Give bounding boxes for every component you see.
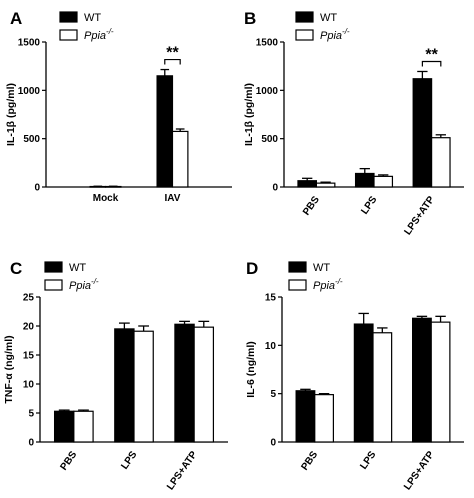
y-tick-label-d-2: 10 <box>265 341 277 352</box>
significance-bracket-a-0 <box>164 58 181 65</box>
bar-d-lps-ppia <box>372 332 393 443</box>
panel-letter-b: B <box>244 9 256 28</box>
legend-swatch-a-ppia <box>59 29 78 41</box>
legend-swatch-d-wt <box>288 261 307 273</box>
legend-label-b-wt: WT <box>320 12 337 24</box>
panel-c: C 0 5 10 15 20 25 TNF-α (ng/ml) PBS LPS LPS+ATP WT P… <box>3 259 228 492</box>
significance-label-a-0: ** <box>166 45 179 62</box>
y-tick-label-d-1: 5 <box>270 389 276 400</box>
y-tick-label-a-1: 500 <box>23 134 40 145</box>
bar-d-pbs-wt <box>295 390 316 443</box>
x-tick-label-a-iav: IAV <box>165 193 181 204</box>
y-tick-label-a-2: 1000 <box>18 86 41 97</box>
significance-bracket-b-0 <box>421 60 442 67</box>
panel-b: B 0 500 1000 1500 IL-1β (pg/ml) PBS LPS LPS+ATP *… <box>243 9 464 237</box>
y-tick-label-c-5: 25 <box>23 293 35 304</box>
y-tick-label-d-3: 15 <box>265 293 277 304</box>
x-tick-label-c-lps: LPS <box>119 449 139 472</box>
y-axis-label-d: IL-6 (ng/ml) <box>245 341 257 398</box>
panel-letter-a: A <box>10 9 22 28</box>
y-tick-label-b-1: 500 <box>261 134 278 145</box>
legend-swatch-b-wt <box>295 11 314 23</box>
y-tick-label-c-3: 15 <box>23 351 35 362</box>
legend-swatch-b-ppia <box>295 29 314 41</box>
legend-swatch-d-ppia <box>288 279 307 291</box>
x-tick-label-d-pbs: PBS <box>299 449 320 472</box>
legend-label-c-wt: WT <box>69 262 86 274</box>
bar-c-lps-wt <box>114 328 135 443</box>
y-tick-label-b-2: 1000 <box>256 86 279 97</box>
legend-swatch-c-wt <box>44 261 63 273</box>
bar-b-lps-ppia <box>373 175 394 188</box>
bar-a-mock-wt <box>89 185 107 188</box>
y-tick-label-c-0: 0 <box>28 438 34 449</box>
y-tick-label-b-0: 0 <box>272 183 278 194</box>
y-tick-label-c-4: 20 <box>23 322 35 333</box>
significance-label-b-0: ** <box>425 46 438 63</box>
y-tick-label-d-0: 0 <box>270 438 276 449</box>
legend-label-d-ppia: Ppia-/- <box>313 277 343 292</box>
bar-a-mock-ppia <box>104 185 122 188</box>
y-tick-label-c-2: 10 <box>23 380 35 391</box>
bar-b-lps-atp-wt <box>412 78 433 188</box>
bar-c-lps-atp-wt <box>174 323 195 443</box>
x-tick-label-b-lps: LPS <box>359 194 379 217</box>
legend-label-a-wt: WT <box>84 12 101 24</box>
x-tick-label-b-pbs: PBS <box>301 194 322 217</box>
bar-b-pbs-wt <box>297 180 317 188</box>
bar-d-lps-atp-ppia <box>430 321 451 443</box>
bar-c-pbs-ppia <box>73 410 94 443</box>
legend-label-a-ppia: Ppia-/- <box>84 27 114 42</box>
y-tick-label-c-1: 5 <box>28 409 34 420</box>
panel-letter-d: D <box>246 259 258 278</box>
x-tick-label-d-lps: LPS <box>358 449 378 472</box>
bar-c-lps-atp-ppia <box>193 326 215 443</box>
legend-swatch-a-wt <box>59 11 78 23</box>
legend-label-b-ppia: Ppia-/- <box>320 27 350 42</box>
bar-d-lps-wt <box>353 323 374 443</box>
x-tick-label-b-lps-atp: LPS+ATP <box>402 194 437 237</box>
bar-d-lps-atp-wt <box>412 317 432 443</box>
bar-b-lps-atp-ppia <box>431 137 451 188</box>
bar-d-pbs-ppia <box>314 394 334 443</box>
bar-c-pbs-wt <box>53 410 75 443</box>
y-axis-label-c: TNF-α (ng/ml) <box>3 335 15 403</box>
bar-a-iav-ppia <box>171 130 189 188</box>
x-tick-label-c-pbs: PBS <box>58 449 79 472</box>
x-tick-label-d-lps-atp: LPS+ATP <box>402 449 437 492</box>
bar-b-lps-wt <box>354 172 375 188</box>
x-tick-label-c-lps-atp: LPS+ATP <box>165 449 200 492</box>
y-axis-label-b: IL-1β (pg/ml) <box>243 83 255 146</box>
y-tick-label-b-3: 1500 <box>256 38 279 49</box>
legend-label-c-ppia: Ppia-/- <box>69 277 99 292</box>
bar-a-iav-wt <box>156 75 174 188</box>
y-tick-label-a-3: 1500 <box>18 38 41 49</box>
bar-b-pbs-ppia <box>315 182 336 188</box>
x-tick-label-a-mock: Mock <box>93 193 119 204</box>
bar-c-lps-ppia <box>133 330 154 443</box>
panel-letter-c: C <box>10 259 22 278</box>
y-tick-label-a-0: 0 <box>34 183 40 194</box>
y-axis-label-a: IL-1β (pg/ml) <box>5 83 17 146</box>
legend-label-d-wt: WT <box>313 262 330 274</box>
panel-a: A 0 500 1000 1500 IL-1β (pg/ml) Mock IAV ** WT Ppi… <box>5 9 232 204</box>
panel-d: D 0 5 10 15 IL-6 (ng/ml) PBS LPS LPS+ATP WT Ppia-/… <box>245 259 464 492</box>
legend-swatch-c-ppia <box>44 279 63 291</box>
